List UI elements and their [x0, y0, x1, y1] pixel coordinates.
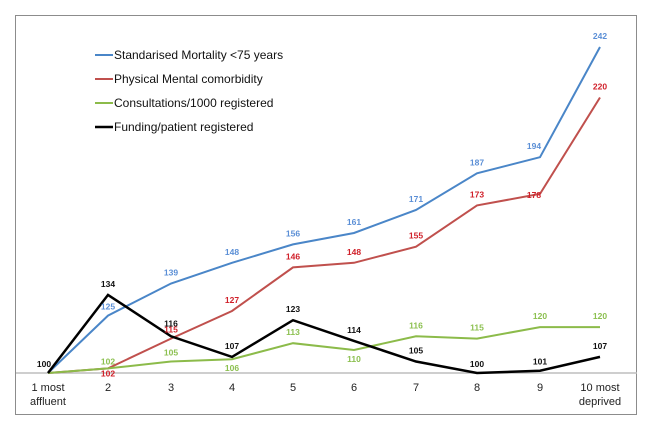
x-tick-label: 2: [105, 382, 111, 394]
legend-label: Physical Mental comorbidity: [114, 72, 263, 86]
data-label: 242: [593, 31, 607, 41]
series-line-4: [47, 293, 601, 375]
x-tick-label: 8: [474, 382, 480, 394]
data-label: 100: [37, 359, 51, 369]
series-layer: [47, 46, 601, 375]
data-label: 155: [409, 231, 423, 241]
data-label: 173: [470, 189, 484, 199]
data-label: 220: [593, 82, 607, 92]
data-labels-layer: 125 139 148 156 161 171 187 194 242 102 115 127 146 1…: [37, 31, 607, 378]
data-label: 146: [286, 251, 300, 261]
data-label: 100: [470, 359, 484, 369]
data-label: 120: [533, 311, 547, 321]
x-tick-label: 6: [351, 382, 357, 394]
x-tick-label: affluent: [30, 396, 66, 408]
legend: Standarised Mortality <75 years Physical …: [95, 48, 283, 134]
data-label: 187: [470, 157, 484, 167]
x-tick-label: 1 most: [31, 382, 64, 394]
data-label: 123: [286, 304, 300, 314]
legend-label: Standarised Mortality <75 years: [114, 48, 283, 62]
data-label: 102: [101, 356, 115, 366]
data-label: 116: [409, 320, 423, 330]
data-label: 116: [164, 318, 178, 328]
series-line-2: [47, 96, 601, 374]
data-label: 106: [225, 363, 239, 373]
data-label: 148: [347, 247, 361, 257]
data-label: 139: [164, 267, 178, 277]
data-label: 110: [347, 354, 361, 364]
data-label: 105: [409, 346, 423, 356]
chart-frame: [15, 15, 637, 415]
series-line-1: [47, 46, 601, 374]
data-label: 115: [470, 323, 484, 333]
data-label: 148: [225, 247, 239, 257]
legend-label: Consultations/1000 registered: [114, 96, 273, 110]
x-tick-label: 9: [537, 382, 543, 394]
data-label: 114: [347, 325, 361, 335]
data-label: 156: [286, 228, 300, 238]
x-tick-label: deprived: [579, 396, 621, 408]
data-label: 127: [225, 295, 239, 305]
x-tick-label: 7: [413, 382, 419, 394]
data-label: 115: [164, 325, 178, 335]
data-label: 107: [225, 341, 239, 351]
x-tick-label: 10 most: [580, 382, 619, 394]
data-label: 105: [164, 348, 178, 358]
data-label: 171: [409, 194, 423, 204]
x-tick-label: 3: [168, 382, 174, 394]
legend-label: Funding/patient registered: [114, 120, 253, 134]
data-label: 120: [593, 311, 607, 321]
x-tick-label: 5: [290, 382, 296, 394]
data-label: 107: [593, 341, 607, 351]
x-tick-label: 4: [229, 382, 235, 394]
data-label: 178: [527, 190, 541, 200]
data-label: 113: [286, 327, 300, 337]
data-label: 194: [527, 141, 541, 151]
data-label: 125: [101, 302, 115, 312]
data-label: 161: [347, 217, 361, 227]
data-label: 101: [533, 357, 547, 367]
x-tick-labels: 1 most affluent 2 3 4 5 6 7 8 9 10 most deprived: [30, 382, 621, 408]
series-line-3: [47, 326, 600, 374]
data-label: 102: [101, 368, 115, 378]
data-label: 134: [101, 279, 115, 289]
